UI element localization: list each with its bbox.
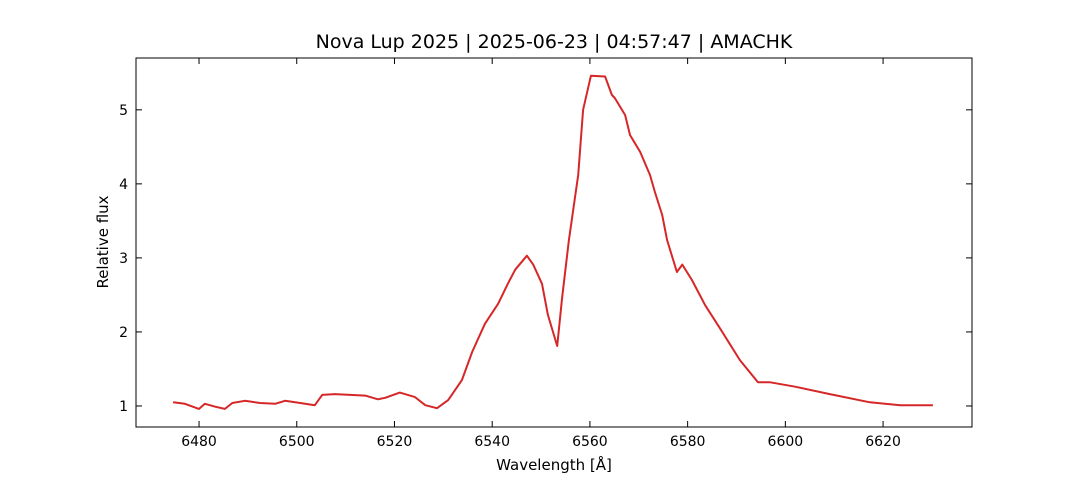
y-tick-label: 2 — [119, 325, 128, 341]
chart-title: Nova Lup 2025 | 2025-06-23 | 04:57:47 | … — [316, 31, 793, 53]
plot-frame — [135, 57, 973, 428]
x-tick-label: 6560 — [572, 434, 608, 450]
x-tick-label: 6620 — [865, 434, 901, 450]
x-tick-label: 6520 — [377, 434, 413, 450]
x-tick-label: 6580 — [670, 434, 706, 450]
x-tick-label: 6600 — [768, 434, 804, 450]
y-tick-label: 3 — [119, 251, 128, 267]
spectrum-line — [172, 74, 933, 410]
y-axis-label: Relative flux — [94, 195, 112, 288]
x-tick-label: 6500 — [279, 434, 315, 450]
x-tick-label: 6540 — [474, 434, 510, 450]
x-tick-label: 6480 — [181, 434, 217, 450]
y-tick-label: 4 — [119, 177, 128, 193]
x-axis-label: Wavelength [Å] — [496, 455, 612, 474]
y-tick-label: 1 — [119, 399, 128, 415]
y-tick-label: 5 — [119, 103, 128, 119]
